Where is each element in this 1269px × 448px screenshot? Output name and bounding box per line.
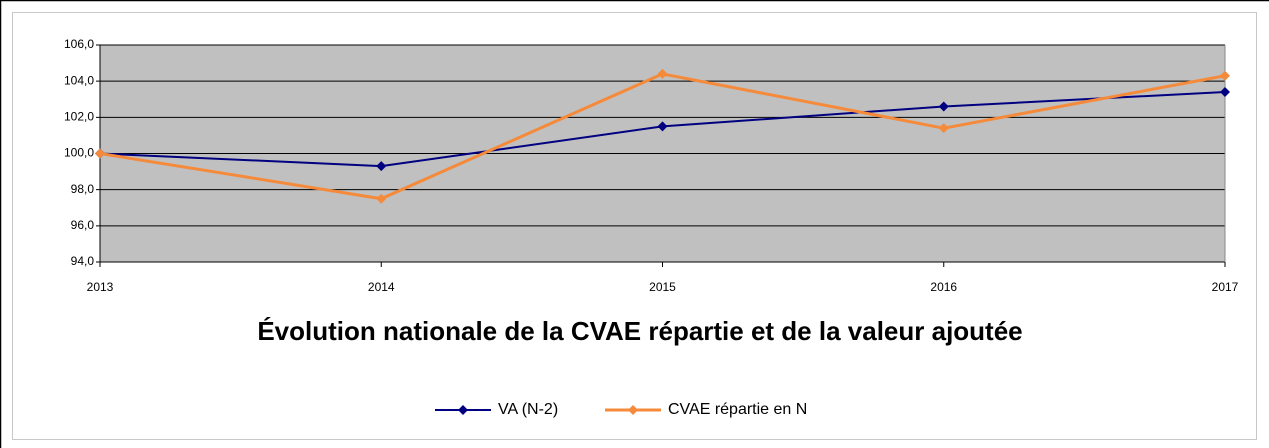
x-tick-label: 2017 bbox=[1212, 280, 1239, 294]
y-tick-label: 104,0 bbox=[64, 73, 94, 87]
series-marker bbox=[95, 148, 105, 159]
series-marker bbox=[1220, 70, 1230, 81]
legend-marker bbox=[458, 405, 468, 415]
series-marker bbox=[376, 161, 387, 172]
x-tick-label: 2013 bbox=[87, 280, 114, 294]
series-marker bbox=[376, 193, 387, 204]
series-marker bbox=[657, 121, 668, 132]
series-marker bbox=[938, 101, 949, 112]
series-marker bbox=[938, 123, 949, 134]
legend-label: CVAE répartie en N bbox=[668, 401, 807, 418]
x-tick-label: 2015 bbox=[649, 280, 676, 294]
y-tick-label: 96,0 bbox=[71, 218, 95, 232]
legend-marker bbox=[628, 405, 638, 415]
y-tick-label: 94,0 bbox=[71, 254, 95, 268]
x-tick-label: 2014 bbox=[368, 280, 395, 294]
series-marker bbox=[657, 68, 668, 79]
x-tick-label: 2016 bbox=[930, 280, 957, 294]
y-tick-label: 106,0 bbox=[64, 37, 94, 51]
y-tick-label: 102,0 bbox=[64, 110, 94, 124]
y-tick-label: 98,0 bbox=[71, 182, 95, 196]
y-tick-label: 100,0 bbox=[64, 146, 94, 160]
series-marker bbox=[1220, 87, 1230, 98]
chart-title: Évolution nationale de la CVAE répartie … bbox=[257, 316, 1022, 346]
legend-label: VA (N-2) bbox=[498, 401, 558, 418]
